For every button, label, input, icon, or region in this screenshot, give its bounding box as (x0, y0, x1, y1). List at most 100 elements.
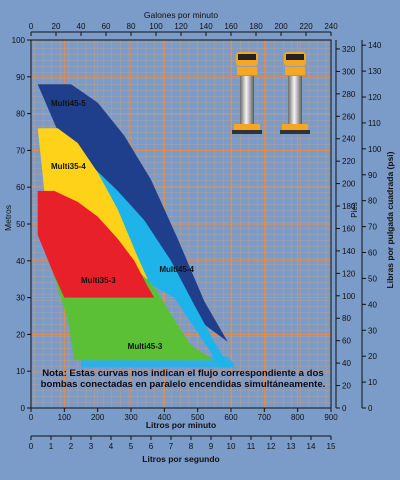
left-tick-label: 20 (16, 330, 25, 339)
bottom2-tick-label: 3 (89, 442, 94, 451)
left-tick-label: 0 (21, 404, 26, 413)
bottom2-tick-label: 4 (109, 442, 114, 451)
bottom2-tick-label: 10 (227, 442, 236, 451)
top-tick-label: 20 (52, 22, 61, 31)
bottom2-tick-label: 14 (307, 442, 316, 451)
right2-tick-label: 10 (368, 378, 377, 387)
right2-tick-label: 60 (368, 249, 377, 258)
right2-tick-label: 100 (368, 145, 382, 154)
curve-labels: Multi45-5 Multi35-4 Multi45-4 Multi35-3 Mult… (51, 99, 195, 351)
right1-tick-label: 140 (342, 247, 356, 256)
right1-tick-label: 60 (342, 337, 351, 346)
chart-note: Nota: Estas curvas nos indican el flujo … (40, 368, 326, 390)
left-tick-label: 70 (16, 146, 25, 155)
bottom2-tick-label: 13 (287, 442, 296, 451)
major-grid (30, 39, 332, 409)
right1-tick-label: 320 (342, 45, 356, 54)
left-tick-label: 100 (12, 36, 26, 45)
left-tick-label: 50 (16, 220, 25, 229)
bottom2-tick-label: 9 (209, 442, 214, 451)
right2-tick-label: 80 (368, 197, 377, 206)
bottom-axis-label: Litros por minuto (146, 420, 216, 430)
right1-axis: 0 20 40 60 80 100 120 140 160 180 200 220 240 260 280 3… (335, 40, 356, 413)
right2-tick-label: 30 (368, 326, 377, 335)
top-tick-label: 240 (324, 22, 338, 31)
right2-tick-label: 20 (368, 352, 377, 361)
bottom2-tick-label: 8 (189, 442, 194, 451)
right1-tick-label: 160 (342, 224, 356, 233)
left-tick-label: 40 (16, 257, 25, 266)
right1-tick-label: 0 (342, 404, 347, 413)
right1-tick-label: 260 (342, 112, 356, 121)
right1-tick-label: 280 (342, 90, 356, 99)
note-text: Nota: Estas curvas nos indican el flujo … (40, 368, 326, 390)
bottom-tick-label: 100 (58, 413, 72, 422)
right2-tick-label: 50 (368, 274, 377, 283)
bottom-tick-label: 0 (29, 413, 34, 422)
bottom2-tick-label: 15 (327, 442, 336, 451)
curve-band-multi35-3 (37, 190, 155, 298)
curve-label: Multi35-3 (81, 276, 116, 285)
bottom-tick-label: 500 (191, 413, 205, 422)
right2-tick-label: 0 (368, 404, 373, 413)
right1-tick-label: 20 (342, 382, 351, 391)
right2-tick-label: 110 (368, 119, 381, 128)
curve-label: Multi35-4 (51, 162, 86, 171)
bottom2-tick-label: 0 (29, 442, 34, 451)
right1-tick-label: 240 (342, 135, 356, 144)
bottom2-tick-label: 5 (129, 442, 134, 451)
right2-axis: 0 10 20 30 40 50 60 70 80 90 100 110 120 130 140 (361, 40, 382, 413)
pump-icon (280, 52, 310, 134)
bottom2-tick-label: 12 (267, 442, 276, 451)
right2-tick-label: 130 (368, 67, 382, 76)
right1-tick-label: 300 (342, 67, 356, 76)
top-tick-label: 120 (174, 22, 188, 31)
right1-axis-label: Pies (350, 202, 359, 218)
right2-axis-label: Libras por pulgada cuadrada (psi) (385, 151, 395, 288)
left-axis: 0 10 20 30 40 50 60 70 80 90 100 (12, 36, 31, 413)
right1-tick-label: 80 (342, 314, 351, 323)
bottom-tick-label: 200 (91, 413, 105, 422)
left-tick-label: 10 (16, 367, 25, 376)
top-tick-label: 200 (274, 22, 288, 31)
right1-tick-label: 100 (342, 292, 356, 301)
left-tick-label: 60 (16, 183, 25, 192)
bottom2-tick-label: 7 (169, 442, 174, 451)
bottom2-axis-label: Litros por segundo (142, 454, 219, 464)
bottom2-axis: 0 1 2 3 4 5 6 7 8 9 10 11 12 13 14 15 (29, 435, 336, 451)
bottom-tick-label: 900 (324, 413, 338, 422)
curve-band-multi45-4 (91, 165, 231, 368)
right1-tick-label: 180 (342, 202, 356, 211)
pump-curves (37, 84, 238, 368)
top-tick-label: 220 (299, 22, 313, 31)
pump-icon (232, 52, 262, 134)
left-tick-label: 30 (16, 294, 25, 303)
bottom-tick-label: 800 (291, 413, 305, 422)
curve-label: Multi45-3 (128, 342, 163, 351)
pump-images (232, 52, 310, 134)
curve-label: Multi45-5 (51, 99, 86, 108)
bottom2-tick-label: 1 (49, 442, 54, 451)
top-tick-label: 60 (102, 22, 111, 31)
right2-tick-label: 90 (368, 171, 377, 180)
left-tick-label: 90 (16, 73, 25, 82)
bottom2-tick-label: 11 (247, 442, 256, 451)
bottom2-tick-label: 2 (69, 442, 74, 451)
top-axis-label: Galones por minuto (144, 10, 218, 20)
top-tick-label: 0 (29, 22, 34, 31)
bottom-tick-label: 300 (124, 413, 138, 422)
right2-tick-label: 120 (368, 93, 382, 102)
right1-tick-label: 120 (342, 269, 356, 278)
top-tick-label: 180 (249, 22, 263, 31)
left-axis-label: Metros (3, 205, 13, 231)
right1-tick-label: 220 (342, 157, 356, 166)
right1-tick-label: 40 (342, 359, 351, 368)
top-tick-label: 80 (127, 22, 136, 31)
bottom-tick-label: 600 (224, 413, 238, 422)
bottom-tick-label: 700 (258, 413, 272, 422)
right2-tick-label: 70 (368, 223, 377, 232)
right1-tick-label: 200 (342, 180, 356, 189)
top-tick-label: 140 (199, 22, 213, 31)
curve-label: Multi45-4 (159, 265, 194, 274)
